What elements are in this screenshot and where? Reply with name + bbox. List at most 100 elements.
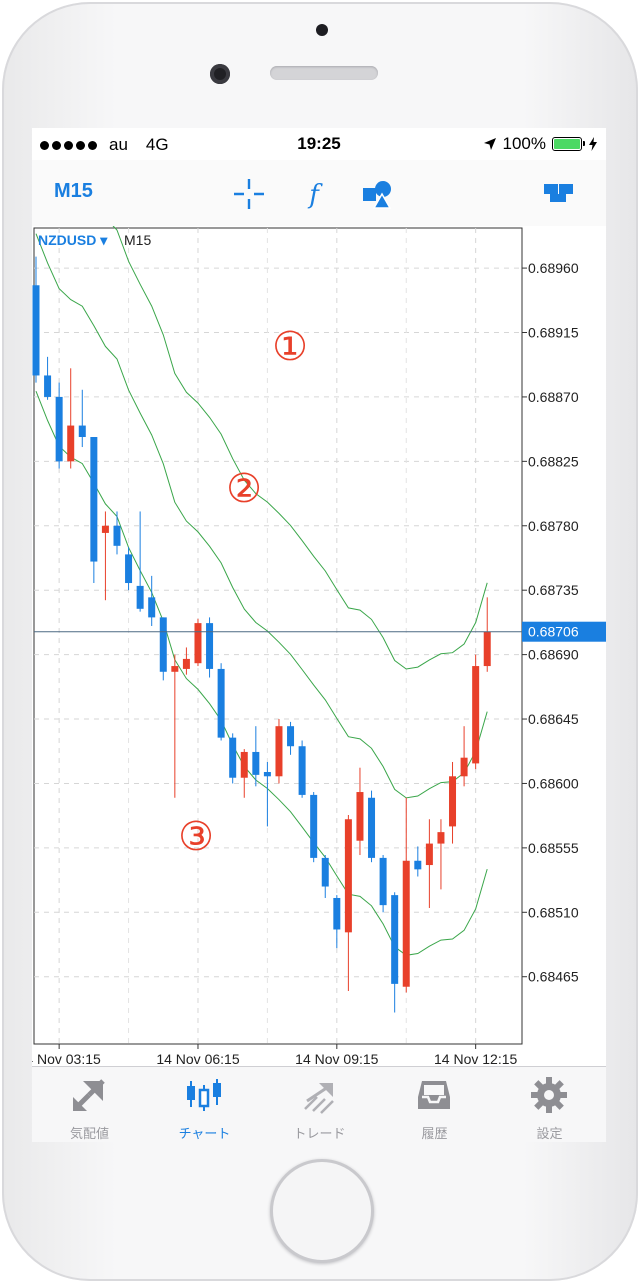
tab-label: 設定 (536, 1127, 563, 1142)
y-tick-label: 0.68960 (528, 260, 579, 276)
current-price-badge (522, 621, 606, 642)
candle-body (55, 396, 63, 462)
candle-body (240, 751, 248, 778)
candle-body (298, 746, 306, 795)
candlestick-chart[interactable]: 0.68960 0.68915 0.68870 0.68825 0.68780 0.687… (32, 226, 606, 1066)
y-tick-label: 0.68825 (528, 453, 579, 469)
chart-timeframe-label: M15 (124, 232, 151, 248)
x-tick-label: 14 Nov 03:15 (32, 1051, 101, 1066)
current-price-label: 0.68706 (528, 624, 579, 640)
x-tick-label: 14 Nov 06:15 (156, 1051, 239, 1066)
tab-chart[interactable]: チャート (147, 1067, 262, 1142)
y-tick-label: 0.68465 (528, 969, 579, 985)
candle-body (379, 857, 387, 906)
y-tick-label: 0.68600 (528, 775, 579, 791)
signal-strength-icon (40, 140, 97, 150)
tab-bar: 気配値 チャート トレード (32, 1066, 606, 1142)
candle-body (275, 726, 283, 777)
clock: 19:25 (297, 134, 341, 153)
candle-body (194, 623, 202, 664)
timeframe-button[interactable]: M15 (54, 180, 93, 202)
y-tick-label: 0.68645 (528, 711, 579, 727)
candle-body (229, 737, 237, 778)
plot-frame (33, 227, 523, 1045)
chart-toolbar: M15 f (32, 160, 606, 227)
candle-body (44, 375, 52, 397)
candle-body (402, 860, 410, 987)
candle-body (391, 895, 399, 984)
candle-body (437, 832, 445, 844)
candle-body (217, 668, 225, 738)
candle-body (483, 631, 491, 667)
candle-body (414, 860, 422, 870)
y-tick-label: 0.68510 (528, 904, 579, 920)
tab-settings[interactable]: 設定 (492, 1067, 606, 1142)
candle-body (449, 776, 457, 827)
candle-body (67, 425, 75, 462)
middle-band-line (35, 233, 488, 799)
candle-body (310, 794, 318, 858)
front-camera (210, 64, 230, 84)
y-tick-label: 0.68780 (528, 518, 579, 534)
y-tick-label: 0.68870 (528, 389, 579, 405)
crosshair-icon[interactable] (231, 176, 267, 212)
annotation-marker: ③ (178, 814, 214, 860)
location-arrow-icon (483, 138, 496, 150)
network-label: 4G (145, 135, 169, 154)
candle-body (101, 525, 109, 533)
symbol-selector[interactable]: NZDUSD ▾ (38, 232, 108, 248)
annotation-marker: ② (226, 466, 262, 512)
y-tick-label: 0.68915 (528, 325, 579, 341)
home-button[interactable] (270, 1159, 374, 1263)
annotation-marker: ① (272, 324, 308, 370)
objects-icon[interactable] (360, 176, 396, 212)
candle-body (159, 617, 167, 672)
tab-history[interactable]: 履歴 (377, 1067, 492, 1142)
candle-body (287, 726, 295, 747)
y-tick-label: 0.68690 (528, 647, 579, 663)
upper-band-line (112, 226, 488, 670)
candle-body (425, 843, 433, 866)
lower-band-line (35, 391, 488, 956)
trade-icon (304, 1083, 334, 1114)
tab-quotes[interactable]: 気配値 (32, 1067, 147, 1142)
status-bar: au 4G 19:25 100% (32, 128, 606, 160)
svg-text:f: f (307, 180, 323, 210)
chart-icon (187, 1079, 221, 1111)
candle-body (171, 666, 179, 672)
tab-label: 履歴 (421, 1127, 448, 1142)
candle-body (321, 857, 329, 887)
proximity-sensor (316, 24, 328, 36)
tab-label: チャート (178, 1127, 231, 1142)
candle-body (344, 819, 352, 933)
candle-body (113, 525, 121, 546)
function-icon[interactable]: f (296, 176, 332, 212)
candle-body (32, 285, 40, 376)
settings-icon (531, 1077, 567, 1113)
quotes-icon (73, 1079, 105, 1111)
candle-body (368, 797, 376, 858)
candle-body (252, 751, 260, 775)
candle-body (206, 623, 214, 669)
tab-label: 気配値 (69, 1127, 109, 1142)
battery-icon (552, 137, 585, 151)
candle-body (460, 757, 468, 777)
carrier-label: au (109, 135, 128, 154)
candle-body (148, 597, 156, 618)
y-tick-label: 0.68555 (528, 840, 579, 856)
history-icon (418, 1081, 450, 1109)
candle-body (263, 772, 271, 777)
price-chart[interactable]: 0.68960 0.68915 0.68870 0.68825 0.68780 0.687… (32, 226, 606, 1066)
charging-bolt-icon (589, 137, 597, 151)
layout-icon[interactable] (540, 176, 576, 212)
battery-percent: 100% (502, 134, 546, 153)
tab-trade[interactable]: トレード (262, 1067, 377, 1142)
x-tick-label: 14 Nov 09:15 (295, 1051, 378, 1066)
candle-body (472, 666, 480, 764)
x-tick-label: 14 Nov 12:15 (434, 1051, 517, 1066)
candle-body (333, 897, 341, 930)
candle-body (90, 437, 98, 562)
candle-body (182, 658, 190, 669)
y-tick-label: 0.68735 (528, 582, 579, 598)
candle-body (78, 425, 86, 438)
